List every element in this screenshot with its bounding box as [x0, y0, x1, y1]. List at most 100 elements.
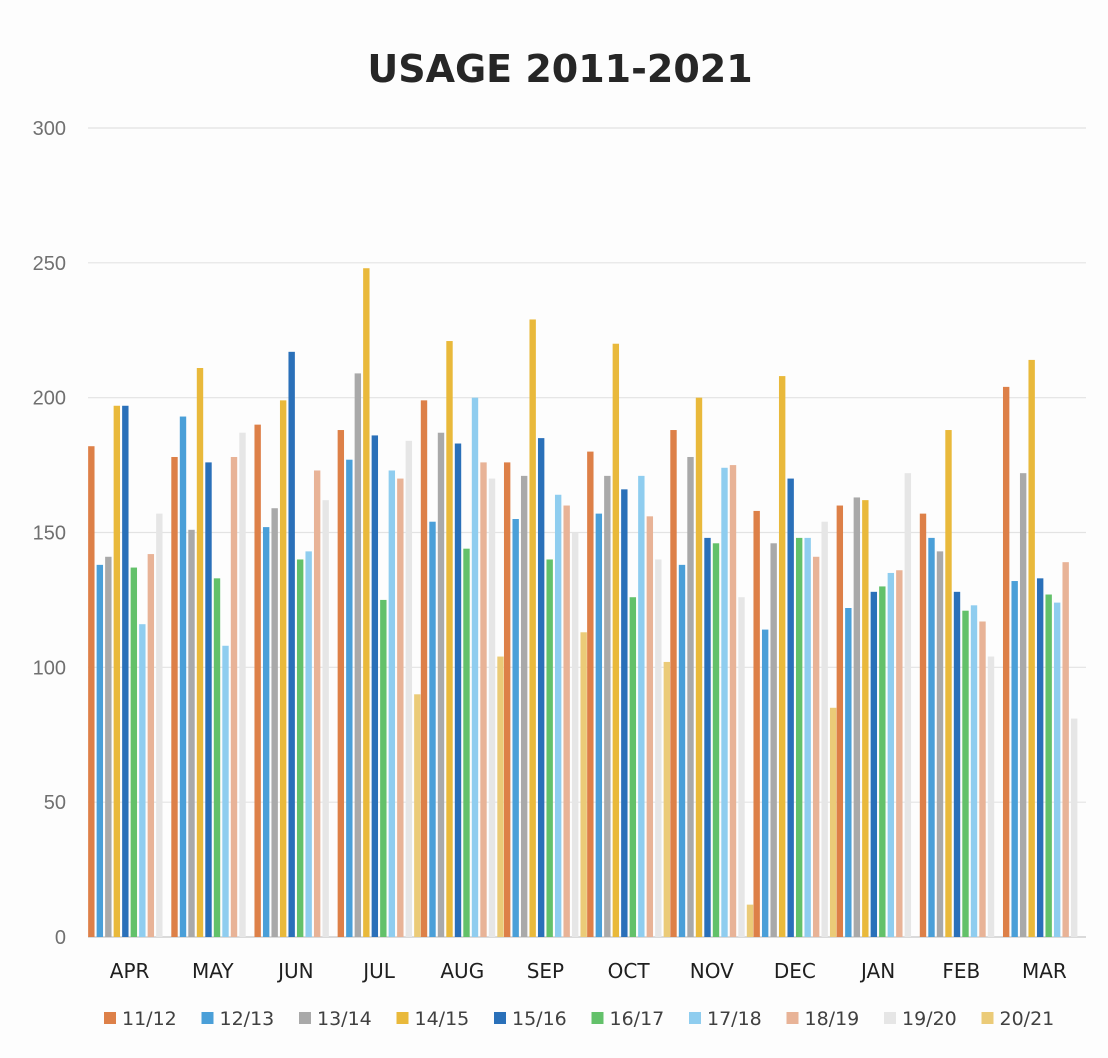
legend-swatch	[981, 1012, 994, 1024]
y-axis-ticks: 0 50 100 150 200 250 300	[33, 118, 66, 949]
bar-aug-11-12	[420, 400, 428, 937]
legend-swatch	[104, 1012, 116, 1024]
bar-may-13-14	[188, 529, 195, 937]
x-tick-label: DEC	[774, 959, 816, 983]
bar-sep-16-17	[546, 559, 553, 937]
bar-nov-15-16	[704, 537, 711, 937]
bar-jun-14-15	[279, 400, 287, 937]
bar-oct-11-12	[587, 451, 594, 937]
bar-oct-12-13	[595, 513, 603, 937]
x-tick-label: NOV	[690, 959, 734, 983]
x-tick-label: OCT	[608, 959, 651, 983]
legend-swatch	[299, 1012, 311, 1024]
bar-may-12-13	[179, 416, 187, 937]
bar-jul-20-21	[414, 694, 421, 937]
bar-may-11-12	[171, 456, 178, 937]
bar-jul-19-20	[405, 440, 413, 937]
legend-label: 13/14	[317, 1008, 372, 1030]
bar-jun-12-13	[262, 527, 270, 937]
x-tick-label: FEB	[942, 959, 980, 983]
bars	[88, 268, 1078, 938]
bar-mar-15-16	[1036, 578, 1044, 937]
bar-apr-14-15	[113, 405, 121, 937]
legend-label: 20/21	[1000, 1008, 1055, 1030]
legend-label: 16/17	[610, 1008, 665, 1030]
bar-nov-18-19	[729, 465, 737, 937]
bar-jun-19-20	[322, 500, 329, 937]
bar-apr-12-13	[96, 564, 104, 937]
bar-mar-19-20	[1070, 718, 1078, 937]
legend-swatch	[786, 1012, 799, 1024]
bar-dec-15-16	[787, 478, 794, 937]
x-axis-labels: APR MAY JUN JUL AUG SEP OCT NOV DEC JAN FEB MAR	[110, 959, 1067, 983]
bar-jan-11-12	[836, 505, 844, 937]
legend-swatch	[201, 1012, 214, 1024]
bar-apr-15-16	[122, 405, 129, 937]
bar-aug-15-16	[454, 443, 462, 937]
bar-jul-13-14	[354, 373, 362, 937]
chart-title: USAGE 2011-2021	[367, 47, 752, 91]
bar-jan-15-16	[870, 591, 878, 937]
bar-mar-11-12	[1002, 386, 1010, 937]
legend: 11/12 12/13 13/14 14/15 15/16 16/17 17/18 18/19…	[104, 1008, 1054, 1030]
bar-jun-11-12	[254, 424, 261, 937]
bar-oct-17-18	[638, 475, 645, 937]
bar-may-15-16	[205, 462, 212, 937]
y-tick-label: 300	[33, 118, 66, 140]
bar-feb-13-14	[936, 551, 944, 937]
bar-mar-16-17	[1045, 594, 1052, 937]
bar-may-18-19	[230, 456, 238, 937]
bar-mar-14-15	[1028, 359, 1035, 937]
bar-sep-13-14	[520, 475, 528, 937]
bar-mar-12-13	[1011, 581, 1018, 937]
y-tick-label: 50	[44, 792, 66, 814]
bar-jul-15-16	[371, 435, 379, 937]
bar-oct-14-15	[612, 343, 620, 938]
legend-label: 18/19	[805, 1008, 860, 1030]
bar-nov-19-20	[738, 597, 745, 937]
bar-may-16-17	[213, 578, 221, 937]
x-tick-label: JUN	[276, 959, 314, 983]
legend-label: 17/18	[707, 1008, 762, 1030]
bar-mar-13-14	[1019, 473, 1027, 937]
bar-aug-13-14	[437, 432, 445, 937]
x-tick-label: JAN	[859, 959, 895, 983]
bar-mar-18-19	[1062, 562, 1069, 937]
bar-jul-12-13	[346, 459, 353, 937]
x-tick-label: MAY	[192, 959, 234, 983]
bar-jul-14-15	[363, 268, 370, 938]
bar-apr-11-12	[88, 446, 95, 937]
y-tick-label: 200	[33, 388, 66, 410]
bar-oct-16-17	[629, 597, 637, 937]
x-tick-label: AUG	[440, 959, 484, 983]
bar-jun-15-16	[288, 351, 295, 937]
bar-sep-15-16	[537, 438, 545, 937]
bar-sep-20-21	[580, 632, 587, 937]
bar-jul-17-18	[388, 470, 396, 937]
bar-apr-16-17	[130, 567, 138, 937]
y-tick-label: 250	[33, 253, 66, 275]
bar-dec-14-15	[778, 376, 786, 938]
legend-label: 19/20	[902, 1008, 957, 1030]
bar-dec-13-14	[770, 543, 777, 937]
bar-aug-19-20	[488, 478, 496, 937]
bar-aug-14-15	[446, 341, 453, 937]
bar-jan-13-14	[853, 497, 861, 937]
bar-nov-20-21	[746, 904, 754, 937]
x-tick-label: MAR	[1022, 959, 1067, 983]
bar-feb-11-12	[919, 513, 927, 937]
bar-dec-11-12	[753, 510, 760, 937]
bar-feb-17-18	[970, 605, 978, 937]
legend-label: 11/12	[122, 1008, 177, 1030]
bar-jun-18-19	[313, 470, 321, 937]
legend-label: 14/15	[415, 1008, 470, 1030]
bar-jun-13-14	[271, 508, 278, 937]
bar-jan-14-15	[862, 500, 869, 937]
bar-apr-19-20	[156, 513, 163, 937]
bar-nov-11-12	[670, 430, 677, 937]
bar-dec-20-21	[829, 707, 837, 937]
x-tick-label: SEP	[527, 959, 564, 983]
bar-dec-12-13	[761, 629, 769, 937]
